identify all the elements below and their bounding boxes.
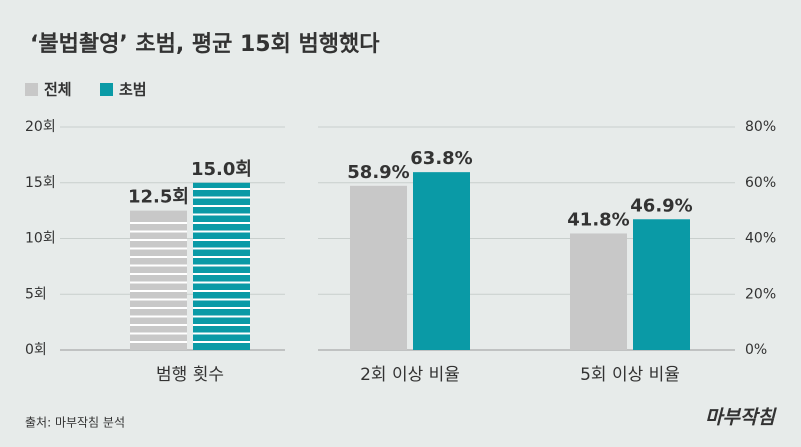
y-tick-label: 60% (745, 175, 776, 191)
bar (130, 210, 187, 350)
x-tick-label: 범행 횟수 (156, 365, 224, 385)
y-tick-label: 20회 (25, 119, 56, 135)
chart-title: ‘불법촬영’ 초범, 평균 15회 범행했다 (30, 32, 380, 57)
value-label: 15.0회 (191, 159, 252, 180)
y-tick-label: 20% (745, 286, 776, 302)
y-tick-label: 40% (745, 231, 776, 247)
legend-label: 전체 (44, 81, 72, 99)
y-tick-label: 80% (745, 119, 776, 135)
x-tick-label: 5회 이상 비율 (580, 365, 680, 385)
bar (413, 172, 470, 350)
logo: 마부작침 (705, 407, 777, 429)
legend-swatch (25, 83, 38, 96)
value-label: 58.9% (347, 162, 409, 183)
y-tick-label: 0회 (25, 342, 47, 358)
legend-swatch (100, 83, 113, 96)
source: 출처: 마부작침 분석 (25, 416, 125, 430)
x-tick-label: 2회 이상 비율 (360, 365, 460, 385)
value-label: 46.9% (630, 195, 692, 216)
y-tick-label: 15회 (25, 175, 56, 191)
y-tick-label: 5회 (25, 286, 47, 302)
legend-label: 초범 (119, 81, 147, 99)
value-label: 41.8% (567, 209, 629, 230)
bar (633, 219, 690, 350)
value-label: 12.5회 (128, 187, 189, 208)
y-tick-label: 10회 (25, 231, 56, 247)
y-tick-label: 0% (745, 342, 767, 358)
value-label: 63.8% (410, 148, 472, 169)
bar (350, 185, 407, 350)
bar (570, 233, 627, 350)
